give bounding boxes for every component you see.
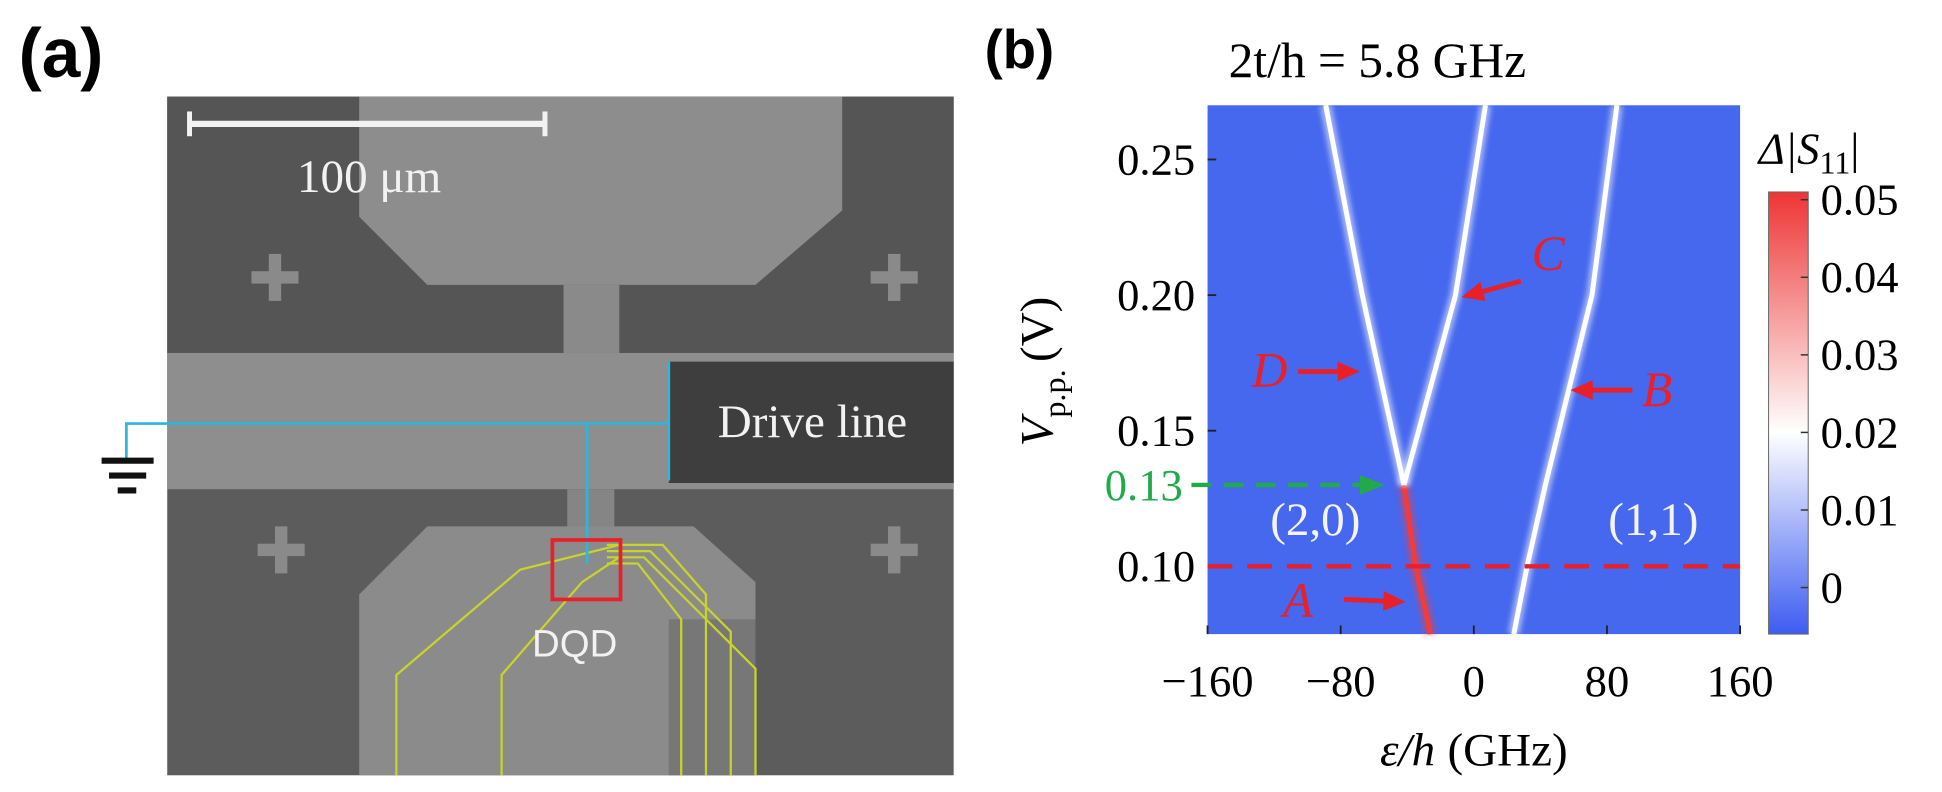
annotation-arrow — [1343, 596, 1391, 604]
annotation-label: D — [1251, 342, 1288, 397]
panel-label: (b) — [985, 19, 1055, 80]
y-axis-label: Vp.p. (V) — [1012, 297, 1072, 447]
annotation-arrow — [1475, 278, 1522, 296]
colorbar-tick-label: 0 — [1821, 562, 1843, 612]
scale-bar-label: 100 μm — [297, 151, 441, 203]
colorbar-symbol: Δ|S — [1757, 123, 1820, 173]
colorbar-tick-label: 0.04 — [1821, 252, 1899, 302]
y-axis-symbol: V — [1012, 412, 1064, 446]
region-label: (1,1) — [1608, 494, 1698, 546]
heatmap-panel: (b) 2t/h = 5.8 GHz−160 −80 0 80 1600.100.150.… — [985, 19, 1899, 776]
marker-arrowhead — [1359, 475, 1385, 495]
y-tick-label: 0.25 — [1117, 134, 1195, 184]
marker-label: 0.13 — [1105, 460, 1183, 510]
colorbar-tick-label: 0.02 — [1821, 407, 1899, 457]
x-tick-label: −160 — [1162, 656, 1254, 706]
colorbar-subscript: 11 — [1819, 144, 1850, 180]
resonance-line — [1511, 104, 1620, 635]
annotation-arrowhead — [1383, 591, 1406, 611]
resonance-line — [1323, 104, 1407, 486]
annotation-label: A — [1280, 573, 1314, 628]
y-axis-unit: (V) — [1012, 297, 1064, 362]
x-axis-label: ε/h (GHz) — [1380, 724, 1568, 776]
drive-line-label: Drive line — [718, 396, 907, 448]
colorbar-tick-label: 0.03 — [1821, 330, 1899, 380]
y-tick-label: 0.20 — [1117, 270, 1195, 320]
colorbar-label: Δ|S11| — [1757, 123, 1860, 180]
colorbar-tick-label: 0.01 — [1821, 485, 1899, 535]
panel-label: (a) — [19, 14, 104, 92]
annotation-arrowhead — [1570, 380, 1593, 401]
annotation-label: C — [1532, 226, 1566, 281]
annotation-label: B — [1642, 362, 1672, 417]
y-tick-label: 0.10 — [1117, 541, 1195, 591]
chart-title: 2t/h = 5.8 GHz — [1229, 33, 1526, 88]
annotation-arrowhead — [1337, 361, 1360, 382]
y-axis-subscript: p.p. — [1036, 369, 1072, 417]
x-axis-symbol: ε/h — [1380, 724, 1435, 776]
colorbar-tick-label: 0.05 — [1821, 175, 1899, 225]
x-tick-label: 160 — [1707, 656, 1774, 706]
x-tick-label: 0 — [1463, 656, 1485, 706]
y-tick-label: 0.15 — [1117, 406, 1195, 456]
region-label: (2,0) — [1270, 494, 1360, 546]
micrograph — [101, 96, 954, 776]
colorbar — [1768, 191, 1809, 635]
x-tick-label: 80 — [1585, 656, 1630, 706]
annotation-arrowhead — [1461, 281, 1486, 301]
dqd-label: DQD — [532, 622, 617, 665]
resonance-line — [1401, 104, 1488, 486]
x-tick-label: −80 — [1306, 656, 1376, 706]
colorbar-end: | — [1850, 123, 1859, 173]
x-axis-unit: (GHz) — [1447, 724, 1567, 776]
